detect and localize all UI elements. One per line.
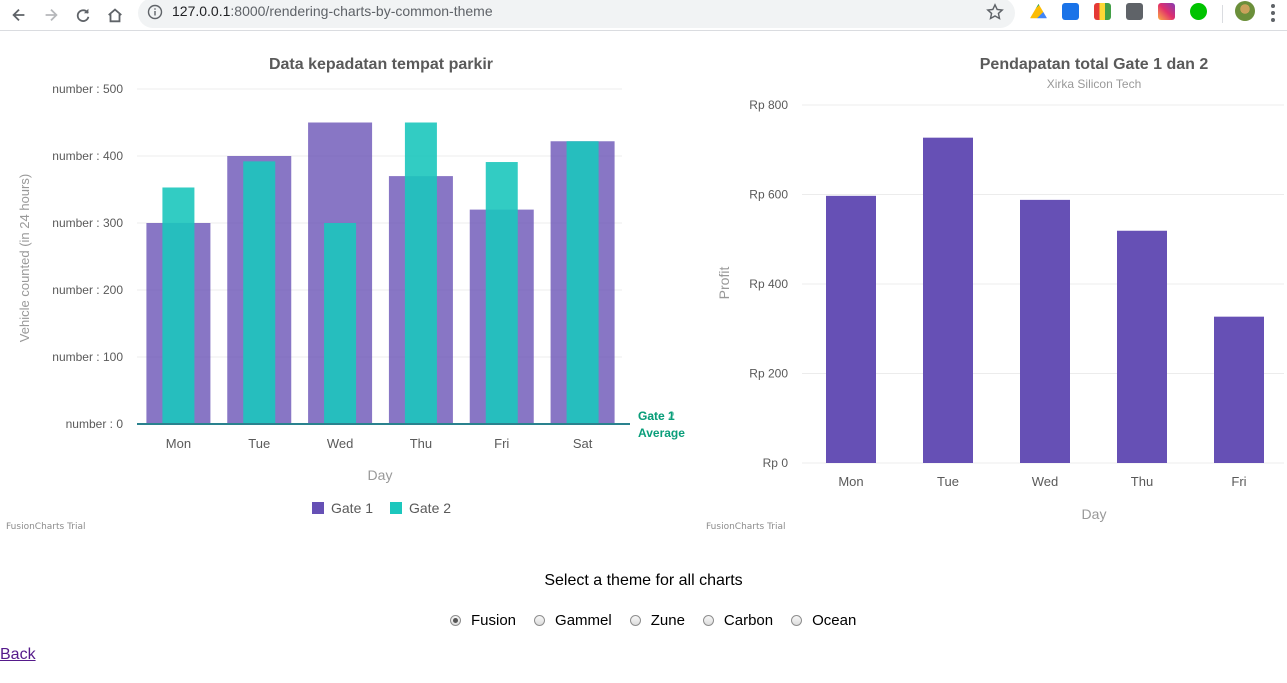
legend-label: Gate 2 xyxy=(409,500,451,516)
theme-selector-title: Select a theme for all charts xyxy=(0,572,1287,590)
theme-option-ocean[interactable]: Ocean xyxy=(791,612,856,629)
color-palette-icon[interactable] xyxy=(1094,3,1111,20)
x-axis-label: Day xyxy=(1082,506,1107,522)
radio-button[interactable] xyxy=(791,615,802,626)
theme-option-label: Ocean xyxy=(812,612,856,629)
x-tick-label: Sat xyxy=(573,436,593,451)
legend[interactable]: Gate 1 Gate 2 xyxy=(312,500,451,516)
theme-option-label: Carbon xyxy=(724,612,773,629)
radio-button[interactable] xyxy=(450,615,461,626)
bars xyxy=(826,138,1264,463)
bookmark-star-icon[interactable] xyxy=(986,3,1004,21)
share-icon[interactable] xyxy=(1190,3,1207,20)
bar-gate-2 xyxy=(405,123,437,425)
y-tick-label: number : 0 xyxy=(66,417,124,431)
browser-toolbar: 127.0.0.1:8000/rendering-charts-by-commo… xyxy=(0,0,1287,31)
radio-button[interactable] xyxy=(630,615,641,626)
back-arrow-icon[interactable] xyxy=(7,3,31,27)
y-tick-label: Rp 0 xyxy=(763,456,789,470)
chart-subtitle: Xirka Silicon Tech xyxy=(1047,77,1142,91)
profile-avatar[interactable] xyxy=(1235,1,1255,21)
y-axis-label: Vehicle counted (in 24 hours) xyxy=(17,174,32,342)
legend-swatch xyxy=(312,502,324,514)
y-tick-label: number : 500 xyxy=(52,82,123,96)
theme-option-carbon[interactable]: Carbon xyxy=(703,612,773,629)
parking-density-chart: Data kepadatan tempat parkir number : 0n… xyxy=(0,30,700,535)
bars xyxy=(137,123,630,425)
theme-option-zune[interactable]: Zune xyxy=(630,612,685,629)
toolbar-separator xyxy=(1222,5,1223,23)
bar-gate-2 xyxy=(324,223,356,424)
home-icon[interactable] xyxy=(103,3,127,27)
url-path: :8000/rendering-charts-by-common-theme xyxy=(230,3,492,19)
y-tick-label: Rp 400 xyxy=(749,277,788,291)
radio-button[interactable] xyxy=(534,615,545,626)
x-tick-label: Fri xyxy=(494,436,509,451)
y-axis-ticks: number : 0 number : 100 number : 200 number… xyxy=(52,82,123,431)
url-host: 127.0.0.1 xyxy=(172,3,230,19)
forward-arrow-icon[interactable] xyxy=(39,3,63,27)
revenue-bar xyxy=(923,138,973,463)
x-tick-label: Wed xyxy=(327,436,354,451)
x-axis-ticks: Mon Tue Wed Thu Fri xyxy=(838,474,1246,489)
chart-title: Pendapatan total Gate 1 dan 2 xyxy=(980,56,1209,73)
revenue-bar xyxy=(826,196,876,463)
x-tick-label: Mon xyxy=(166,436,191,451)
x-axis-label: Day xyxy=(368,467,393,483)
x-axis-ticks: Mon Tue Wed Thu Fri Sat xyxy=(166,436,593,451)
revenue-bar xyxy=(1214,317,1264,463)
x-tick-label: Thu xyxy=(410,436,432,451)
extension-blue-icon[interactable] xyxy=(1062,3,1079,20)
y-axis-ticks: Rp 0 Rp 200 Rp 400 Rp 600 Rp 800 xyxy=(749,98,788,470)
radio-button[interactable] xyxy=(703,615,714,626)
theme-option-label: Gammel xyxy=(555,612,612,629)
y-tick-label: number : 100 xyxy=(52,350,123,364)
theme-option-label: Fusion xyxy=(471,612,516,629)
chart-title: Data kepadatan tempat parkir xyxy=(269,56,493,73)
x-tick-label: Mon xyxy=(838,474,863,489)
y-tick-label: number : 200 xyxy=(52,283,123,297)
kebab-menu-icon[interactable] xyxy=(1270,2,1276,24)
legend-swatch xyxy=(390,502,402,514)
legend-label: Gate 1 xyxy=(331,500,373,516)
back-link[interactable]: Back xyxy=(0,646,36,664)
theme-option-label: Zune xyxy=(651,612,685,629)
bar-gate-2 xyxy=(567,141,599,424)
bar-gate-2 xyxy=(486,162,518,424)
trendline-label: Gate 2 xyxy=(638,409,675,423)
x-tick-label: Wed xyxy=(1032,474,1059,489)
revenue-bar xyxy=(1020,200,1070,463)
trendline-label: Average xyxy=(638,426,685,440)
total-revenue-chart: Pendapatan total Gate 1 dan 2 Xirka Sili… xyxy=(700,30,1287,535)
trial-watermark: FusionCharts Trial xyxy=(706,522,785,532)
bar-gate-2 xyxy=(243,161,275,424)
google-drive-icon[interactable] xyxy=(1030,3,1047,20)
y-axis-label: Profit xyxy=(716,267,732,300)
trial-watermark: FusionCharts Trial xyxy=(6,522,85,532)
revenue-bar xyxy=(1117,231,1167,463)
instagram-icon[interactable] xyxy=(1158,3,1175,20)
bar-gate-2 xyxy=(162,187,194,424)
y-tick-label: Rp 200 xyxy=(749,367,788,381)
theme-option-gammel[interactable]: Gammel xyxy=(534,612,612,629)
theme-radio-group[interactable]: Fusion Gammel Zune Carbon Ocean xyxy=(450,612,874,629)
info-icon[interactable] xyxy=(147,4,163,20)
x-tick-label: Tue xyxy=(937,474,959,489)
theme-option-fusion[interactable]: Fusion xyxy=(450,612,516,629)
url-text[interactable]: 127.0.0.1:8000/rendering-charts-by-commo… xyxy=(172,3,493,19)
y-tick-label: Rp 600 xyxy=(749,188,788,202)
chat-icon[interactable] xyxy=(1126,3,1143,20)
x-tick-label: Thu xyxy=(1131,474,1153,489)
address-bar[interactable]: 127.0.0.1:8000/rendering-charts-by-commo… xyxy=(138,0,1015,28)
x-tick-label: Tue xyxy=(248,436,270,451)
y-tick-label: number : 300 xyxy=(52,216,123,230)
y-tick-label: Rp 800 xyxy=(749,98,788,112)
x-tick-label: Fri xyxy=(1231,474,1246,489)
reload-icon[interactable] xyxy=(71,3,95,27)
y-tick-label: number : 400 xyxy=(52,149,123,163)
